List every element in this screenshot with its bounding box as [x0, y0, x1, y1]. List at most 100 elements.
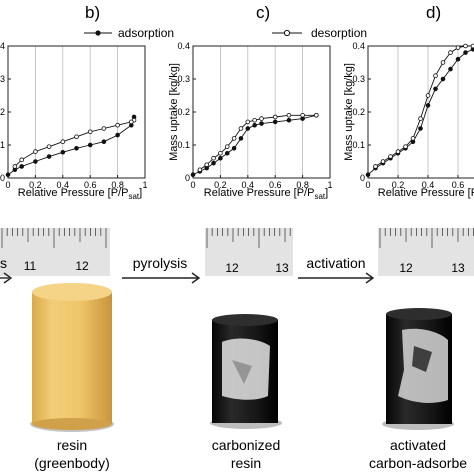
- data-point-desorption: [300, 113, 305, 118]
- data-point-desorption: [388, 154, 393, 159]
- data-point-adsorption: [425, 103, 431, 108]
- x-tick-label: 0.6: [452, 180, 465, 190]
- x-tick-label: 0.2: [29, 180, 42, 190]
- data-point-desorption: [19, 157, 25, 163]
- data-point-adsorption: [448, 66, 453, 72]
- y-tick-label: 0.1: [177, 140, 190, 150]
- y-tick-label: 0.1: [0, 140, 5, 150]
- y-tick-label: 0.3: [352, 74, 365, 84]
- y-axis-label-d: Mass uptake [kg/kg]: [343, 63, 355, 161]
- data-point-adsorption: [33, 159, 38, 164]
- x-axis-label-c: Relative Pressure [P/Psat]: [204, 187, 328, 201]
- resin-cylinder: [30, 283, 114, 432]
- arrow-activation: activation: [298, 255, 375, 284]
- y-axis-label-c: Mass uptake [kg/kg]: [168, 63, 180, 161]
- data-point-adsorption: [455, 56, 461, 62]
- caption-activated-line1: activated: [390, 437, 446, 453]
- x-tick-label: 0.2: [392, 180, 405, 190]
- data-point-desorption: [60, 139, 66, 145]
- y-tick-label: 0.2: [352, 107, 365, 117]
- data-point-adsorption: [272, 119, 278, 125]
- data-point-desorption: [259, 116, 264, 121]
- arrow-label-partial: s: [0, 255, 7, 271]
- carbonized-cylinder: [210, 314, 282, 429]
- y-tick-label: 0.4: [352, 41, 365, 51]
- data-point-adsorption: [238, 136, 244, 141]
- data-point-adsorption: [245, 126, 251, 131]
- data-point-desorption: [129, 119, 134, 125]
- data-point-desorption: [455, 45, 461, 50]
- data-point-adsorption: [463, 50, 468, 55]
- y-tick-label: 0.2: [0, 107, 5, 117]
- caption-carbonized-line2: resin: [231, 455, 261, 471]
- panel-letter-d: d): [426, 3, 441, 22]
- data-point-desorption: [33, 149, 38, 154]
- x-tick-label: 0: [190, 180, 195, 190]
- ruler-number: 12: [225, 261, 239, 275]
- panel-letter-b: b): [85, 3, 100, 22]
- data-point-adsorption: [190, 172, 196, 178]
- x-axis-label-b: Relative Pressure [P/Psat]: [18, 187, 142, 201]
- caption-resin-line2: (greenbody): [34, 455, 110, 471]
- data-point-adsorption: [60, 149, 66, 155]
- arrow-label-pyrolysis: pyrolysis: [133, 255, 187, 271]
- x-tick-label: 0.4: [57, 180, 70, 190]
- data-point-desorption: [204, 162, 210, 168]
- arrow-pyrolysis: pyrolysis: [122, 255, 201, 284]
- data-point-adsorption: [433, 86, 438, 92]
- legend-desorption-label: desorption: [311, 26, 367, 40]
- data-point-adsorption: [101, 139, 107, 145]
- data-point-adsorption: [365, 172, 371, 178]
- data-point-desorption: [410, 136, 416, 141]
- x-tick-label: 0.4: [242, 180, 255, 190]
- y-tick-label: 0: [0, 173, 5, 183]
- plot-area-c: 0 0.2 0.4 0.6 0.8 1 0 0.1 0.2 0.3 0.4: [177, 41, 332, 190]
- data-point-desorption: [313, 113, 319, 118]
- data-point-desorption: [12, 164, 18, 169]
- legend: adsorption desorption: [84, 26, 367, 40]
- data-point-desorption: [286, 113, 292, 118]
- series-line-desorption: [199, 114, 317, 171]
- data-point-adsorption: [5, 172, 11, 178]
- data-point-desorption: [218, 150, 223, 156]
- axes-frame: [7, 45, 146, 179]
- data-point-desorption: [380, 159, 386, 164]
- chart-panel-c: 0 0.2 0.4 0.6 0.8 1 0 0.1 0.2 0.3 0.4 Mass uptake …: [168, 41, 333, 201]
- x-axis-label-d: Relative Pressure [P/Psat]: [378, 187, 474, 201]
- data-point-desorption: [433, 73, 438, 78]
- caption-resin-line1: resin: [57, 437, 87, 453]
- panel-letter-c: c): [256, 3, 270, 22]
- data-point-desorption: [46, 144, 52, 149]
- caption-activated-line2: carbon-adsorbe: [369, 455, 467, 471]
- y-tick-label: 0.1: [352, 140, 365, 150]
- x-tick-label: 0.6: [84, 180, 97, 190]
- arrow-left: s: [0, 255, 13, 284]
- data-point-desorption: [470, 43, 474, 49]
- data-point-adsorption: [115, 132, 120, 138]
- data-point-adsorption: [259, 121, 264, 126]
- ruler-number: 13: [451, 261, 465, 275]
- ruler-number: 11: [24, 259, 37, 273]
- data-point-desorption: [87, 129, 93, 135]
- x-tick-label: 0.8: [296, 180, 309, 190]
- ruler-1: 11 12: [0, 228, 110, 276]
- ruler-3: 12 13: [378, 228, 474, 276]
- data-point-adsorption: [46, 154, 52, 159]
- data-point-desorption: [272, 114, 278, 120]
- data-point-desorption: [245, 119, 251, 125]
- arrow-label-activation: activation: [306, 255, 365, 271]
- data-point-adsorption: [218, 155, 223, 161]
- chart-panel-d: 00.20.40.60.800.10.20.30.4 Mass uptake […: [343, 41, 474, 201]
- activated-cylinder: [382, 308, 454, 430]
- legend-desorption-marker: [283, 29, 291, 37]
- x-tick-label: 1: [327, 180, 332, 190]
- plot-area-d: 00.20.40.60.800.10.20.30.4: [352, 41, 474, 190]
- x-tick-label: 0: [365, 180, 370, 190]
- y-tick-label: 0.2: [177, 107, 190, 117]
- process-strip: 11 12 12 13 12 13 s pyrolysis activation: [0, 228, 474, 471]
- data-point-desorption: [74, 134, 79, 140]
- data-point-adsorption: [19, 164, 25, 169]
- data-point-adsorption: [87, 142, 93, 148]
- data-point-desorption: [440, 60, 446, 65]
- data-point-adsorption: [418, 126, 423, 131]
